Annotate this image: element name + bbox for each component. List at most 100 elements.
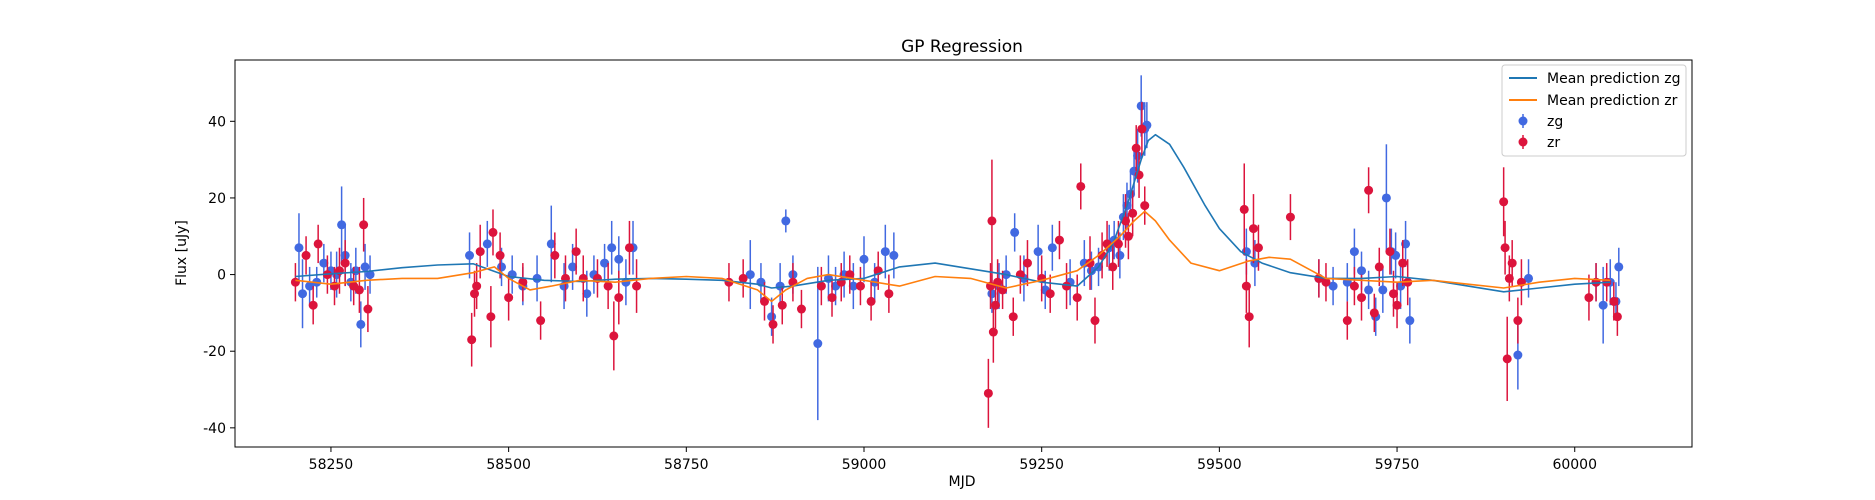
data-point-zg <box>1364 270 1374 310</box>
marker <box>768 319 778 329</box>
data-point-zr <box>1140 186 1150 225</box>
data-point-zr <box>1128 190 1138 237</box>
marker <box>884 289 894 299</box>
marker <box>1045 289 1055 299</box>
marker <box>582 289 592 299</box>
data-point-zr <box>1090 297 1100 344</box>
marker <box>1502 354 1512 364</box>
marker <box>1062 281 1072 291</box>
marker <box>855 281 865 291</box>
data-point-zg <box>337 186 347 264</box>
data-point-zr <box>855 266 865 306</box>
data-point-zr <box>354 266 364 313</box>
marker <box>546 239 556 249</box>
data-point-zr <box>1054 220 1064 260</box>
data-point-zg <box>745 240 755 310</box>
data-point-zg <box>1328 266 1338 306</box>
data-point-zr <box>1584 274 1594 321</box>
data-point-zr <box>1321 263 1331 302</box>
y-axis-label: Flux [uJy] <box>174 220 190 286</box>
data-point-zr <box>536 301 546 340</box>
data-point-zg <box>532 255 542 302</box>
data-point-zg <box>294 213 304 283</box>
data-point-zg <box>356 301 366 348</box>
legend-label-zr: zr <box>1547 135 1560 151</box>
marker <box>796 304 806 314</box>
data-point-zr <box>1342 301 1352 340</box>
marker <box>1349 281 1359 291</box>
y-tick-label: 0 <box>217 268 226 284</box>
legend-frame <box>1501 64 1687 157</box>
data-point-zr <box>987 159 997 283</box>
data-point-zr <box>1500 220 1510 275</box>
marker <box>1090 316 1100 326</box>
data-point-zr <box>1507 240 1517 287</box>
marker <box>305 281 315 291</box>
mean-line-zr <box>295 210 1611 303</box>
data-point-zr <box>1008 297 1018 336</box>
marker <box>1385 247 1395 257</box>
y-tick-label: 20 <box>208 191 226 207</box>
marker <box>1108 262 1118 272</box>
data-point-zr <box>1045 274 1055 313</box>
marker <box>1584 293 1594 303</box>
data-point-zr <box>988 301 998 363</box>
data-point-zg <box>298 259 308 329</box>
x-tick-label: 60000 <box>1552 457 1597 473</box>
marker <box>827 293 837 303</box>
marker <box>889 250 899 260</box>
marker <box>1115 250 1125 260</box>
legend-label-mean-zr: Mean prediction zr <box>1547 93 1678 109</box>
marker <box>356 319 366 329</box>
data-point-zr <box>1364 167 1374 214</box>
data-point-zr <box>632 259 642 313</box>
marker <box>848 281 858 291</box>
data-point-zr <box>363 286 373 333</box>
data-point-zr <box>1062 263 1072 310</box>
marker <box>354 285 364 295</box>
data-point-zr <box>1108 243 1118 290</box>
marker <box>1072 293 1082 303</box>
x-tick-label: 59000 <box>842 457 887 473</box>
marker <box>745 270 755 280</box>
marker <box>614 293 624 303</box>
data-point-zr <box>308 286 318 325</box>
marker <box>983 388 993 398</box>
marker <box>880 247 890 257</box>
data-point-zg <box>1378 266 1388 313</box>
marker <box>1328 281 1338 291</box>
data-point-zr <box>504 274 514 321</box>
data-point-zr <box>313 224 323 264</box>
marker <box>1131 143 1141 153</box>
legend-swatch-zr <box>1518 135 1528 149</box>
marker <box>816 281 826 291</box>
marker <box>1357 266 1367 276</box>
marker <box>1392 300 1402 310</box>
data-point-zg <box>600 243 610 283</box>
x-tick-label: 58750 <box>664 457 709 473</box>
data-point-zr <box>1612 297 1622 336</box>
marker <box>738 273 748 283</box>
marker <box>777 300 787 310</box>
data-point-zr <box>1248 194 1258 264</box>
data-point-zr <box>340 240 350 287</box>
marker <box>1524 273 1534 283</box>
marker <box>313 239 323 249</box>
data-point-zr <box>759 282 769 321</box>
marker <box>1364 285 1374 295</box>
marker <box>472 281 482 291</box>
data-point-zg <box>781 209 791 233</box>
marker <box>1364 185 1374 195</box>
marker <box>1140 201 1150 211</box>
data-point-zr <box>475 224 485 279</box>
marker <box>621 277 631 287</box>
marker <box>1609 296 1619 306</box>
x-axis-label: MJD <box>949 474 976 490</box>
data-point-zr <box>609 301 619 371</box>
marker <box>1133 151 1143 161</box>
marker <box>308 300 318 310</box>
x-tick-label: 58250 <box>309 457 354 473</box>
marker <box>1113 239 1123 249</box>
marker <box>859 254 869 264</box>
data-point-zr <box>983 358 993 428</box>
